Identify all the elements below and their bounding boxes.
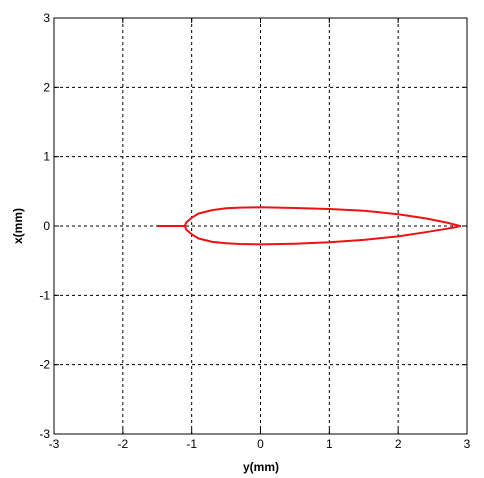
- x-tick-label: -3: [49, 437, 60, 451]
- y-tick-label: 3: [43, 11, 50, 25]
- x-tick-label: -2: [117, 437, 128, 451]
- x-tick-label: 2: [395, 437, 402, 451]
- y-tick-label: -1: [39, 288, 50, 302]
- x-tick-label: 0: [257, 437, 264, 451]
- grid: [54, 18, 467, 434]
- y-tick-label: -3: [39, 427, 50, 441]
- y-tick-label: 2: [43, 80, 50, 94]
- y-tick-label: 1: [43, 150, 50, 164]
- y-axis-label: x(mm): [11, 208, 25, 244]
- series-layer: [157, 206, 462, 246]
- x-tick-label: -1: [186, 437, 197, 451]
- series-line: [157, 206, 462, 246]
- ticks: -3 -2 -1 0 1 2 3 -3 -2 -1 0 1 2 3: [39, 11, 470, 451]
- y-tick-label: 0: [43, 219, 50, 233]
- x-tick-label: 1: [326, 437, 333, 451]
- x-tick-label: 3: [464, 437, 471, 451]
- y-tick-label: -2: [39, 358, 50, 372]
- x-axis-label: y(mm): [243, 460, 279, 474]
